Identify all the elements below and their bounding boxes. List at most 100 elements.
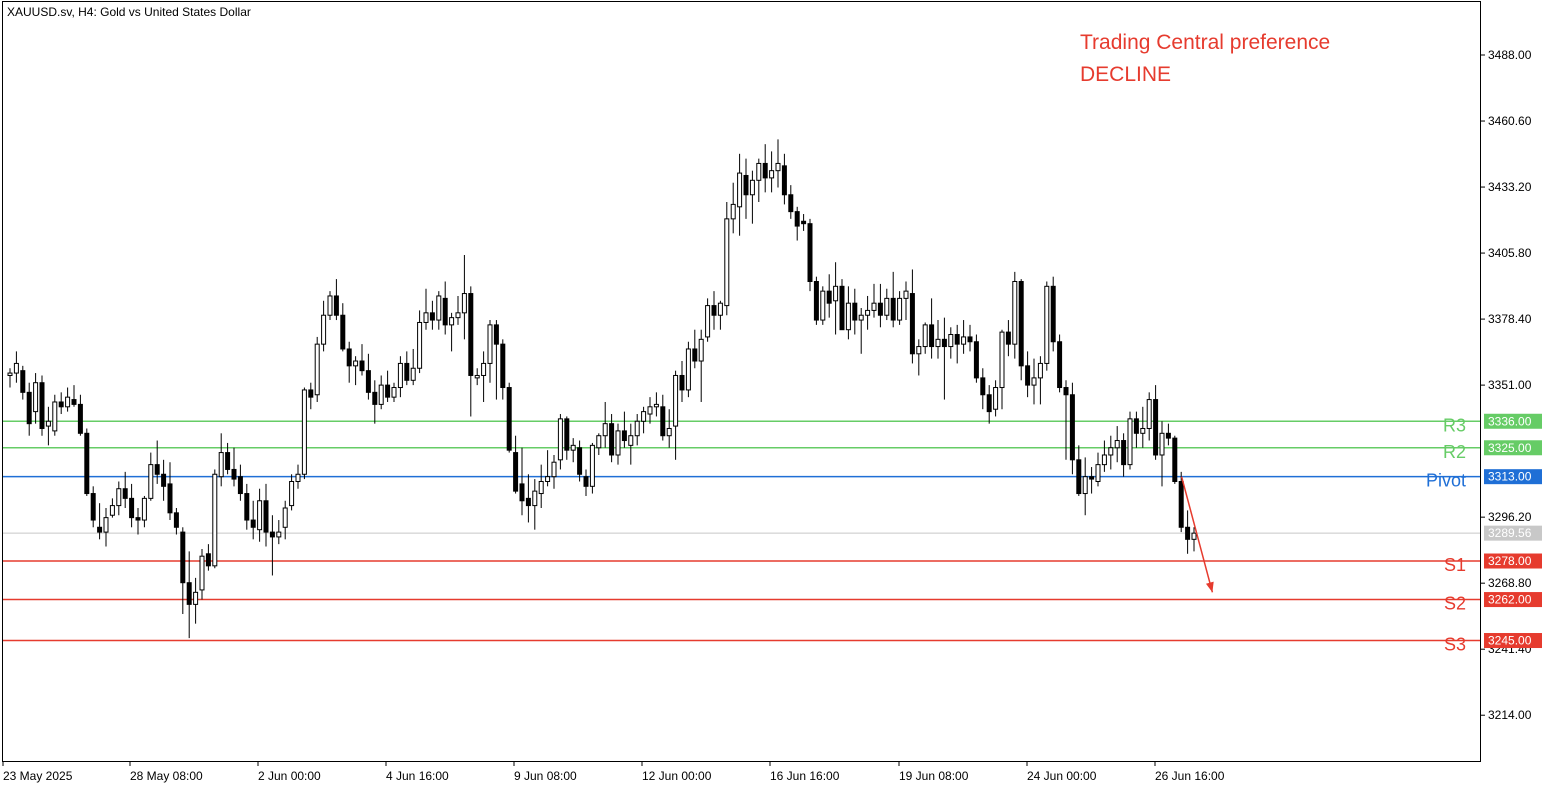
- candle: [954, 324, 960, 364]
- candle: [295, 464, 301, 489]
- candle: [417, 310, 423, 374]
- candle: [1159, 421, 1165, 487]
- candle: [973, 334, 979, 383]
- candle-body: [596, 435, 602, 449]
- candle: [58, 392, 64, 415]
- candle-body: [929, 324, 935, 348]
- candle: [929, 298, 935, 359]
- candle: [173, 508, 179, 535]
- candle: [653, 392, 659, 417]
- candle: [129, 483, 135, 528]
- candle-body: [583, 476, 589, 487]
- candle: [461, 255, 467, 340]
- level-price-label-bg-pivot: [1484, 469, 1542, 485]
- plot-frame: [2, 1, 1481, 762]
- candle: [77, 394, 83, 436]
- candle: [218, 433, 224, 487]
- candle-body: [410, 367, 416, 381]
- candle: [321, 300, 327, 352]
- candle-body: [481, 362, 487, 376]
- candle-body: [436, 295, 442, 321]
- candle: [775, 139, 781, 188]
- candle: [116, 481, 122, 516]
- x-tick-label: 4 Jun 16:00: [386, 769, 449, 783]
- candle-body: [890, 297, 896, 321]
- candle: [199, 548, 205, 600]
- candle: [327, 291, 333, 321]
- candle-body: [205, 553, 211, 567]
- candle: [794, 206, 800, 241]
- candle: [45, 406, 51, 446]
- candle: [820, 286, 826, 325]
- candle-body: [749, 179, 755, 196]
- candle: [314, 336, 320, 402]
- level-name-s1: S1: [1444, 555, 1466, 575]
- candle-body: [461, 293, 467, 314]
- candle-body: [378, 384, 384, 405]
- candle: [141, 495, 147, 528]
- candle-body: [557, 418, 563, 461]
- candle-body: [58, 401, 64, 408]
- candle-body: [980, 377, 986, 396]
- candle: [205, 544, 211, 571]
- candle: [359, 344, 365, 376]
- candle: [365, 353, 371, 400]
- candle-body: [282, 507, 288, 528]
- candle: [999, 329, 1005, 410]
- x-tick-label: 9 Jun 08:00: [514, 769, 577, 783]
- candle: [1005, 320, 1011, 357]
- candle-body: [474, 374, 480, 379]
- candle: [378, 375, 384, 410]
- candle: [193, 577, 199, 624]
- x-tick-label: 16 Jun 16:00: [770, 769, 840, 783]
- candle: [788, 185, 794, 219]
- candle-body: [353, 360, 359, 367]
- candle-body: [1005, 331, 1011, 345]
- candle-body: [1031, 377, 1037, 386]
- x-tick-label: 23 May 2025: [3, 769, 73, 783]
- candle-body: [538, 480, 544, 495]
- candle: [884, 288, 890, 321]
- candle: [685, 341, 691, 398]
- candle-body: [711, 305, 717, 316]
- candle-body: [839, 285, 845, 331]
- candle: [340, 303, 346, 352]
- candle: [897, 291, 903, 325]
- candle: [1031, 358, 1037, 405]
- candle-body: [193, 591, 199, 605]
- candle-body: [954, 334, 960, 345]
- candle: [97, 503, 103, 540]
- candle: [807, 218, 813, 292]
- candle: [705, 298, 711, 342]
- candle-body: [1095, 464, 1101, 482]
- candle-body: [26, 391, 32, 425]
- candle-body: [429, 312, 435, 321]
- candle: [1057, 334, 1063, 393]
- candle: [250, 500, 256, 540]
- candle: [474, 368, 480, 386]
- candle: [1172, 435, 1178, 484]
- y-tick-label: 3433.20: [1488, 180, 1532, 194]
- candle-body: [666, 427, 672, 437]
- candle-body: [250, 519, 256, 528]
- candle: [429, 300, 435, 330]
- forecast-arrow-head: [1205, 581, 1214, 593]
- symbol-title: XAUUSD.sv, H4: Gold vs United States Dol…: [7, 5, 251, 19]
- candle-body: [397, 362, 403, 389]
- forecast-arrow-line: [1180, 476, 1214, 593]
- candle-body: [276, 531, 282, 538]
- candle-body: [1185, 526, 1191, 540]
- candle: [423, 288, 429, 330]
- candle: [634, 414, 640, 446]
- candle-body: [685, 348, 691, 391]
- level-name-r2: R2: [1443, 442, 1466, 462]
- level-price-label-pivot: 3313.00: [1488, 470, 1532, 484]
- candle: [589, 442, 595, 494]
- candle: [1044, 281, 1050, 371]
- candle: [39, 375, 45, 436]
- level-name-s3: S3: [1444, 635, 1466, 655]
- candle-body: [173, 512, 179, 528]
- candle: [26, 382, 32, 436]
